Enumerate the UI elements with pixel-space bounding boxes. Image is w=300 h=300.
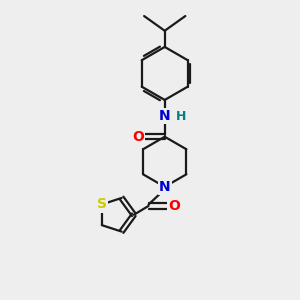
Text: O: O xyxy=(132,130,144,144)
Text: O: O xyxy=(168,199,180,213)
Text: N: N xyxy=(159,180,170,194)
Text: S: S xyxy=(97,197,107,212)
Text: H: H xyxy=(176,110,186,123)
Text: N: N xyxy=(159,109,170,123)
